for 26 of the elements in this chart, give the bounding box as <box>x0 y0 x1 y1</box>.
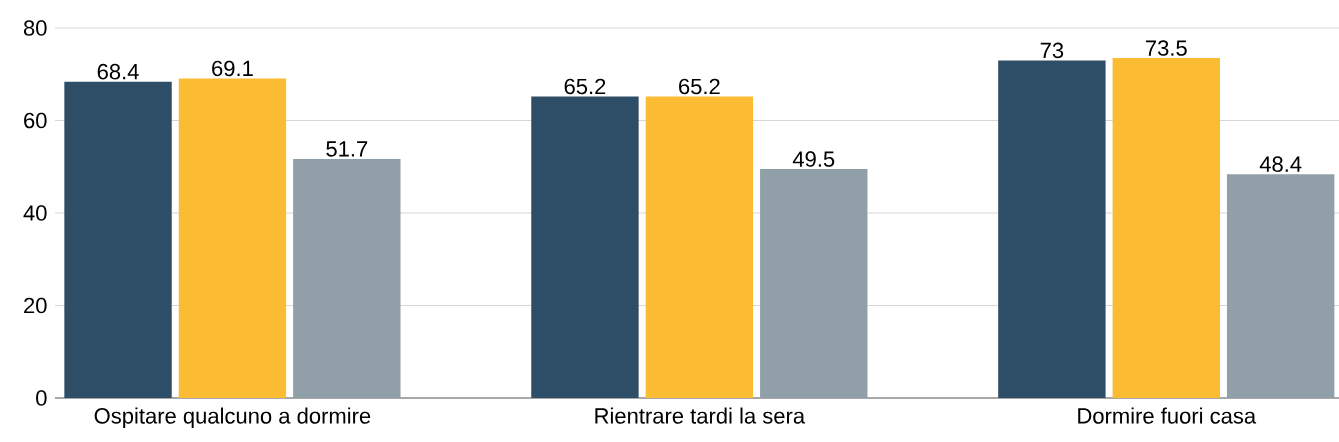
x-tick-label: Dormire fuori casa <box>1078 407 1257 424</box>
data-label: 49.5 <box>792 151 835 167</box>
data-label: 65.2 <box>564 78 606 95</box>
y-tick-label: 60 <box>24 112 47 129</box>
data-label: 48.4 <box>1259 156 1302 172</box>
data-label: 73 <box>1040 42 1064 59</box>
bar <box>645 96 754 398</box>
bar <box>1226 174 1335 398</box>
y-tick-label: 20 <box>24 297 47 314</box>
y-tick-label: 0 <box>36 390 47 406</box>
y-tick-label: 80 <box>23 20 47 36</box>
data-label: 65.2 <box>679 78 720 95</box>
y-tick-label: 40 <box>23 205 47 221</box>
bar <box>64 81 172 398</box>
bar <box>531 96 639 398</box>
bar <box>760 169 868 398</box>
data-label: 68.4 <box>97 63 139 80</box>
x-tick-label: Ospitare qualcuno a dormire <box>94 407 371 429</box>
bar <box>998 60 1106 398</box>
bar <box>1112 58 1220 398</box>
bar <box>178 78 287 398</box>
x-tick-label: Rientrare tardi la sera <box>595 407 806 424</box>
data-label: 73.5 <box>1146 40 1187 56</box>
data-label: 69.1 <box>212 60 253 77</box>
bar <box>293 158 401 398</box>
data-label: 51.7 <box>326 141 368 157</box>
